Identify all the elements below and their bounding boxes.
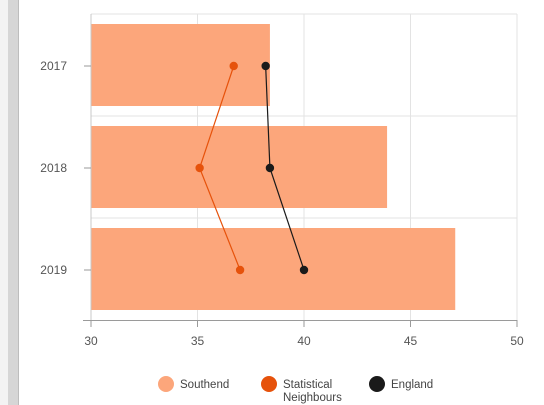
series-point-statistical-neighbours — [195, 163, 204, 173]
legend-marker — [369, 376, 385, 392]
x-tick-label: 35 — [191, 334, 205, 348]
line-layer — [195, 61, 309, 275]
left-rail-divider — [18, 0, 19, 405]
x-tick-label: 40 — [297, 334, 311, 348]
bar-2019 — [91, 228, 456, 310]
legend-label: Neighbours — [283, 392, 342, 404]
y-tick-label: 2017 — [40, 59, 67, 73]
series-point-england — [265, 163, 275, 173]
y-tick-label: 2018 — [40, 161, 67, 175]
x-tick-label: 45 — [404, 334, 418, 348]
left-rail — [0, 0, 8, 405]
axis-layer: 2017 2018 2019 30 35 40 45 50 — [40, 14, 524, 348]
series-point-statistical-neighbours — [235, 265, 245, 275]
legend-marker — [261, 376, 277, 392]
legend-label: Southend — [180, 379, 229, 391]
bar-2018 — [91, 126, 388, 208]
legend-label: England — [391, 379, 433, 391]
series-point-england — [261, 61, 270, 71]
x-tick-label: 30 — [84, 334, 98, 348]
bar-2017 — [91, 24, 270, 106]
legend-marker — [158, 376, 174, 392]
series-point-statistical-neighbours — [229, 61, 238, 71]
left-scrollbar-track[interactable] — [8, 0, 18, 405]
x-tick-label: 50 — [510, 334, 524, 348]
legend-label: Statistical — [283, 379, 332, 391]
y-tick-label: 2019 — [40, 263, 67, 277]
bar-layer — [91, 24, 456, 310]
series-point-england — [299, 265, 309, 275]
